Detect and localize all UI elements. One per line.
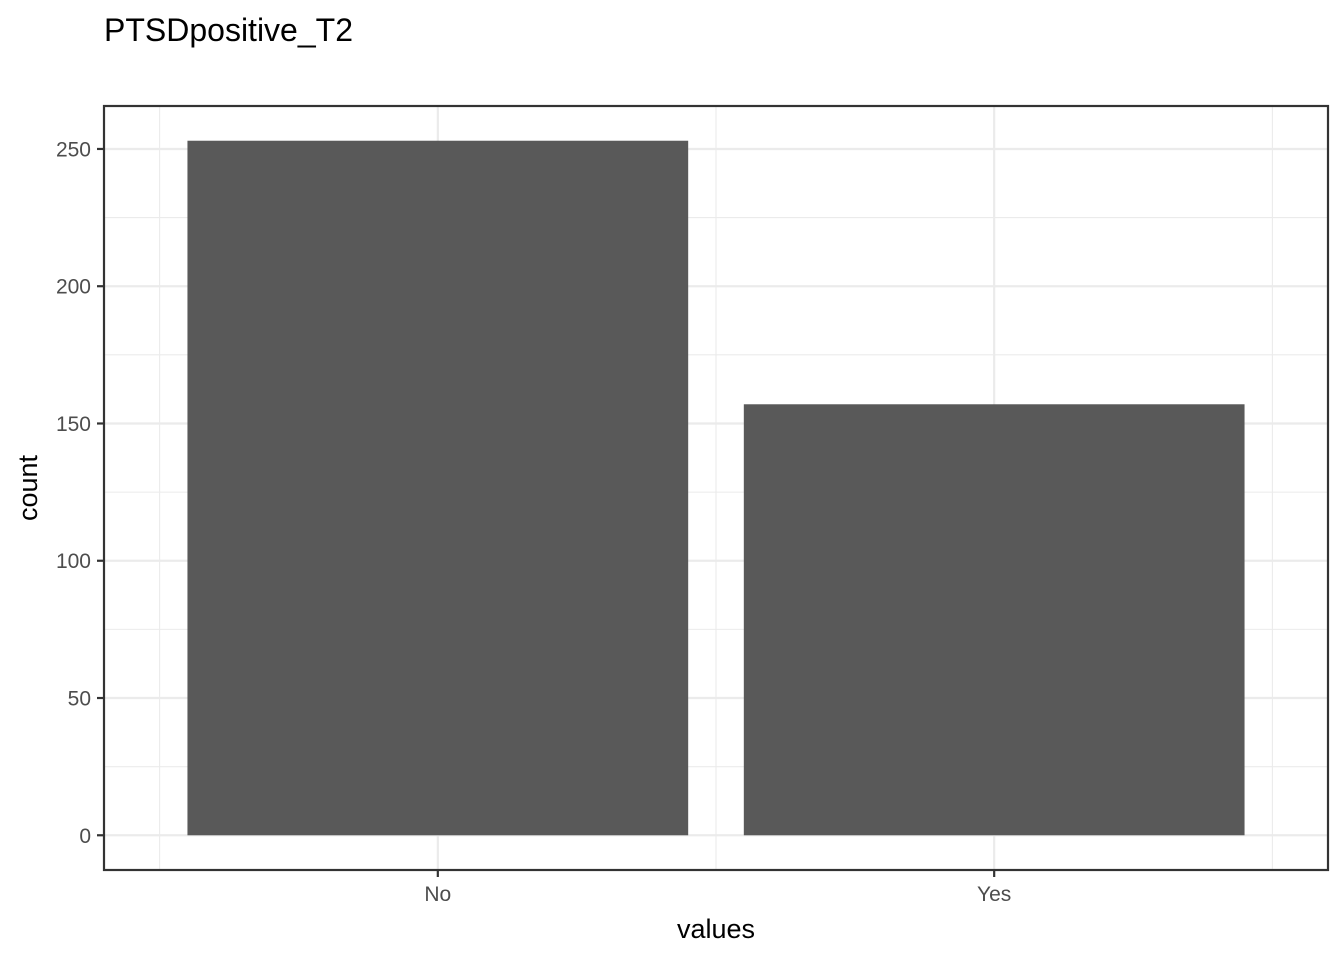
- y-tick-label: 0: [79, 825, 91, 848]
- chart-title: PTSDpositive_T2: [104, 12, 353, 48]
- x-axis-title: values: [677, 914, 755, 944]
- bars: [187, 140, 1245, 836]
- bar-no: [187, 140, 689, 836]
- x-axis: No Yes: [424, 870, 1011, 906]
- y-tick-label: 250: [56, 138, 91, 161]
- panel-border: [102, 104, 1330, 872]
- y-tick-label: 150: [56, 413, 91, 436]
- y-tick-label: 50: [68, 688, 91, 711]
- y-axis: 0 50 100 150 200 250: [56, 138, 104, 848]
- x-tick-label: No: [424, 883, 451, 906]
- y-tick-label: 200: [56, 276, 91, 299]
- bar-yes: [743, 404, 1245, 836]
- y-axis-title: count: [13, 454, 43, 521]
- y-tick-label: 100: [56, 550, 91, 573]
- x-tick-label: Yes: [977, 883, 1011, 906]
